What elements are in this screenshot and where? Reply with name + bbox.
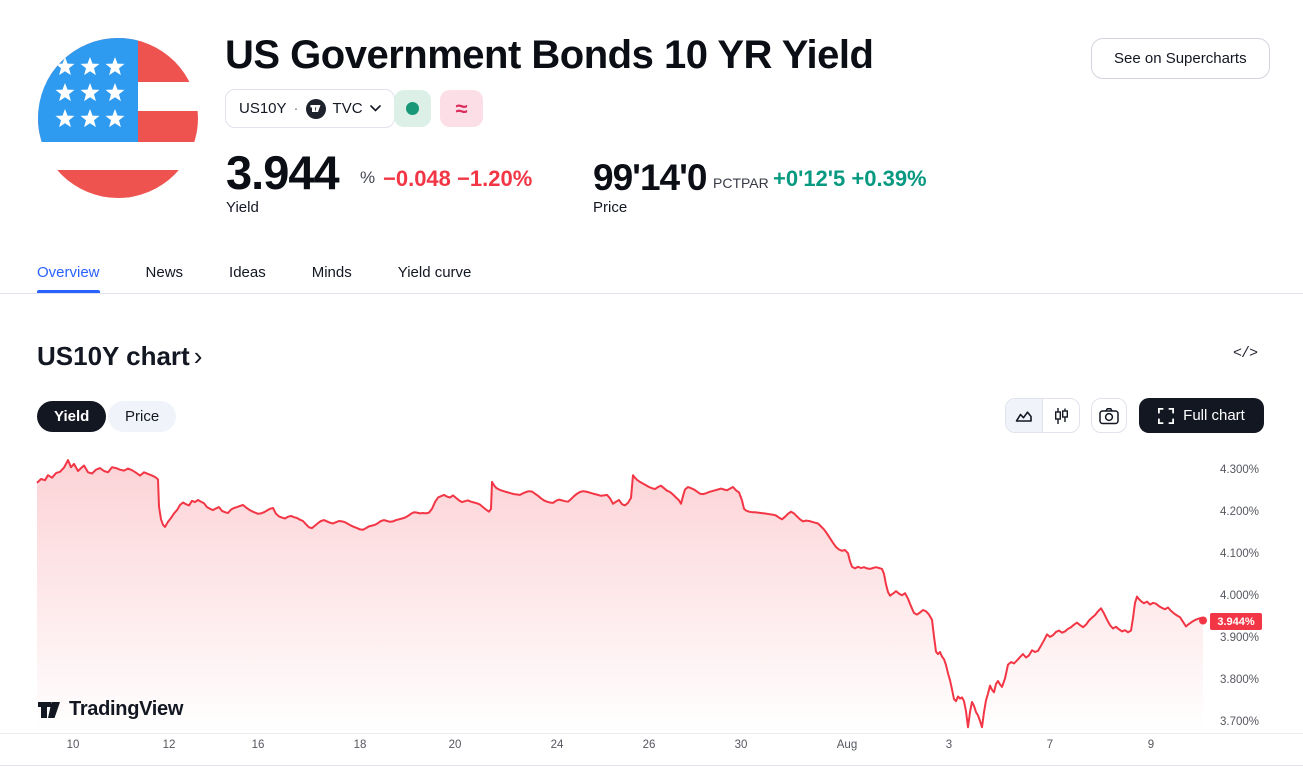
market-open-status-badge[interactable] — [394, 90, 431, 127]
yield-area-chart[interactable] — [0, 450, 1303, 740]
us-flag-icon — [38, 38, 198, 198]
section-tabs: Overview News Ideas Minds Yield curve — [0, 252, 1303, 294]
chevron-down-icon — [369, 105, 381, 112]
price-value: 99'14'0 — [593, 157, 707, 198]
tab-overview[interactable]: Overview — [37, 252, 100, 293]
tradingview-watermark[interactable]: TradingView — [37, 698, 183, 721]
last-value-dot — [1199, 616, 1207, 625]
tab-ideas[interactable]: Ideas — [229, 264, 266, 281]
candles-icon — [1054, 407, 1068, 424]
chart-type-segmented-control — [1005, 398, 1080, 433]
y-axis-tick: 4.300% — [1220, 464, 1260, 476]
y-axis-tick: 4.200% — [1220, 506, 1260, 518]
y-axis-tick: 4.100% — [1220, 548, 1260, 560]
symbol-separator: · — [293, 100, 299, 117]
delayed-data-badge[interactable]: ≈ — [440, 90, 483, 127]
chart-section-title: US10Y chart — [37, 341, 190, 371]
chart-section-link[interactable]: US10Y chart › — [37, 341, 202, 372]
last-price-badge: 3.944% — [1210, 613, 1262, 630]
camera-icon — [1099, 407, 1119, 424]
tab-minds[interactable]: Minds — [311, 264, 352, 281]
x-axis-tick: 26 — [642, 739, 656, 751]
y-axis-tick: 3.700% — [1220, 716, 1260, 728]
x-axis-tick: 20 — [448, 739, 462, 751]
price-toggle-button[interactable]: Price — [108, 401, 177, 432]
exchange-name: TVC — [332, 100, 363, 117]
x-axis-tick: 24 — [550, 739, 564, 751]
fullscreen-icon — [1158, 407, 1175, 424]
wave-icon: ≈ — [455, 95, 468, 121]
area-chart-type-button[interactable] — [1006, 399, 1042, 432]
full-chart-button[interactable]: Full chart — [1139, 398, 1264, 433]
page-title: US Government Bonds 10 YR Yield — [225, 33, 874, 77]
y-axis-tick: 3.900% — [1220, 632, 1260, 644]
tradingview-logo-icon — [38, 701, 60, 718]
page-divider — [0, 765, 1303, 766]
symbol-name: US10Y — [239, 100, 287, 117]
full-chart-label: Full chart — [1183, 407, 1245, 424]
chevron-right-icon: › — [193, 341, 203, 371]
tradingview-exchange-icon — [305, 98, 326, 119]
price-change: +0'12'5 +0.39% — [773, 166, 927, 191]
snapshot-button[interactable] — [1091, 398, 1127, 433]
x-axis-tick: 30 — [734, 739, 748, 751]
area-chart-icon — [1015, 410, 1032, 422]
yield-unit: % — [360, 168, 376, 187]
x-axis-tick: 7 — [1046, 739, 1054, 751]
yield-label: Yield — [226, 199, 259, 216]
symbol-selector[interactable]: US10Y · TVC — [225, 89, 395, 128]
x-axis-line — [0, 733, 1303, 734]
market-open-dot-icon — [406, 102, 419, 115]
tradingview-logo-text: TradingView — [69, 698, 184, 720]
area-fill — [37, 460, 1203, 733]
tab-yield-curve[interactable]: Yield curve — [397, 264, 472, 281]
price-label: Price — [593, 199, 628, 216]
x-axis-tick: 12 — [162, 739, 176, 751]
price-unit: PCTPAR — [713, 175, 769, 191]
x-axis-tick: 16 — [251, 739, 265, 751]
tab-news[interactable]: News — [145, 264, 184, 281]
candles-chart-type-button[interactable] — [1042, 399, 1079, 432]
embed-code-icon[interactable]: </> — [1233, 345, 1258, 362]
x-axis-tick: 18 — [353, 739, 367, 751]
x-axis-tick: Aug — [836, 739, 858, 751]
y-axis-tick: 3.800% — [1220, 674, 1260, 686]
x-axis-tick: 9 — [1147, 739, 1155, 751]
yield-toggle-button[interactable]: Yield — [37, 401, 107, 432]
see-on-supercharts-button[interactable]: See on Supercharts — [1091, 38, 1270, 79]
yield-change: −0.048 −1.20% — [383, 166, 533, 191]
x-axis-tick: 3 — [945, 739, 953, 751]
y-axis-tick: 4.000% — [1220, 590, 1260, 602]
yield-value: 3.944 — [226, 146, 340, 199]
yield-line — [36, 459, 1204, 729]
x-axis-tick: 10 — [66, 739, 80, 751]
